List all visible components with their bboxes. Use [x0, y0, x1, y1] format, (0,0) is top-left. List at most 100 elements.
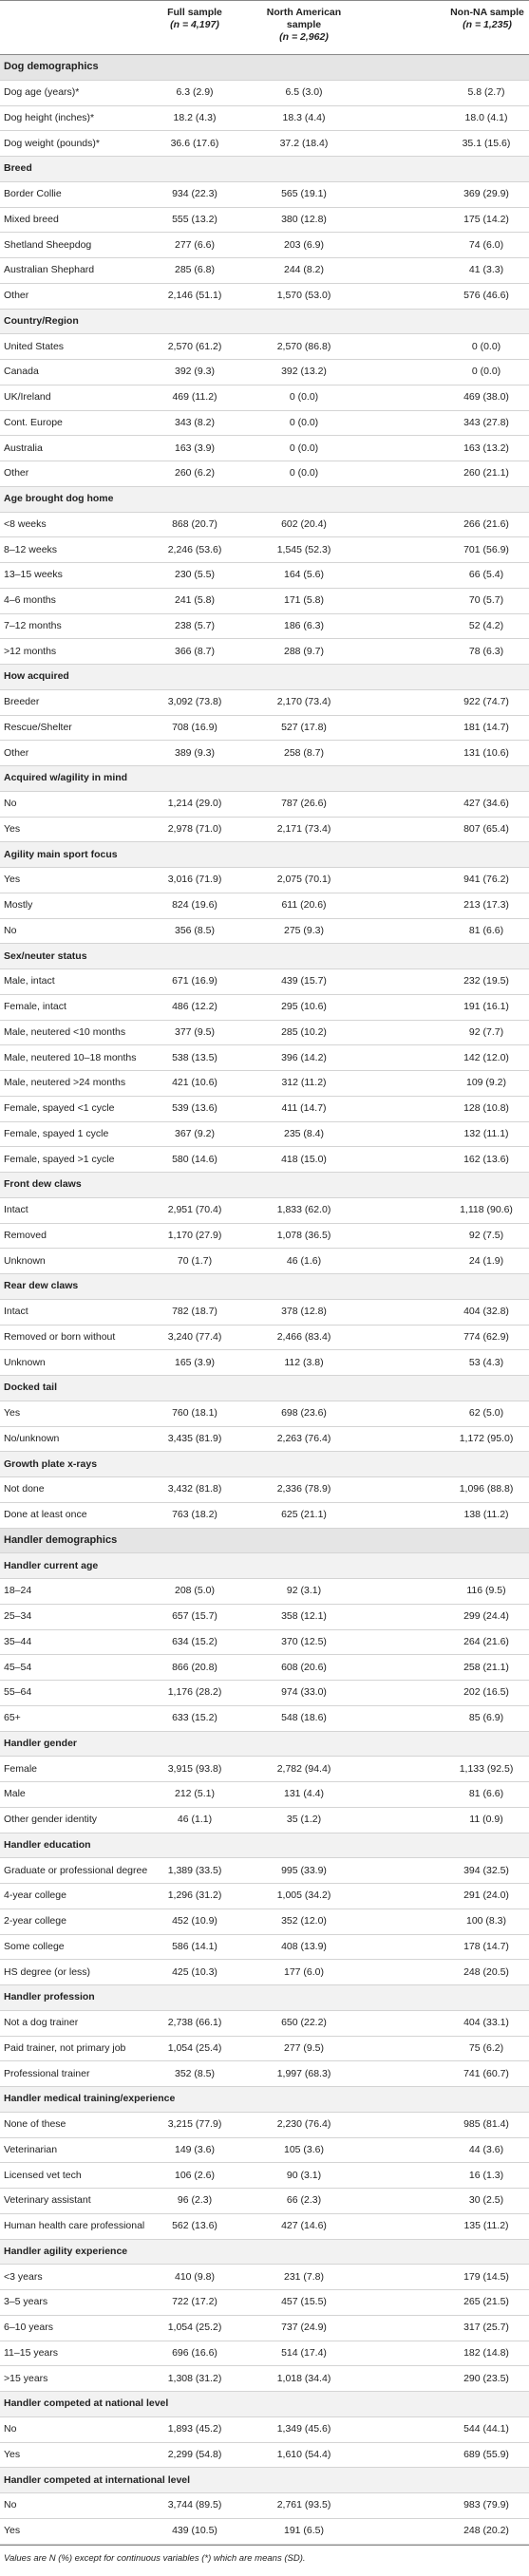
cell-value: 722 (17.2): [141, 2289, 249, 2316]
cell-value: 46 (1.1): [141, 1807, 249, 1833]
cell-value: 106 (2.6): [141, 2162, 249, 2189]
cell-value: 377 (9.5): [141, 1020, 249, 1046]
cell-value: 312 (11.2): [249, 1070, 359, 1097]
column-header: Full sample (n = 4,197): [141, 0, 249, 55]
cell-value: 469 (11.2): [141, 385, 249, 411]
data-row: Human health care professional 562 (13.6)…: [0, 2213, 529, 2240]
cell-value: 352 (8.5): [141, 2060, 249, 2087]
cell-value: 131 (4.4): [249, 1781, 359, 1808]
cell-value: 212 (5.1): [141, 1781, 249, 1808]
cell-value: 235 (8.4): [249, 1121, 359, 1148]
table-body: Dog demographics Dog age (years)* 6.3 (2.9…: [0, 54, 529, 2545]
cell-value: 807 (65.4): [359, 817, 529, 843]
cell-value: 317 (25.7): [359, 2315, 529, 2341]
cell-value: 0 (0.0): [359, 333, 529, 360]
data-row: Other gender identity 46 (1.1) 35 (1.2) 11 …: [0, 1807, 529, 1833]
cell-value: 238 (5.7): [141, 613, 249, 640]
data-row: Other 389 (9.3) 258 (8.7) 131 (10.6): [0, 740, 529, 766]
cell-value: 2,761 (93.5): [249, 2492, 359, 2519]
data-row: Not a dog trainer 2,738 (66.1) 650 (22.2) 4…: [0, 2010, 529, 2037]
column-name: Non-NA sample: [450, 7, 524, 18]
cell-value: 66 (5.4): [359, 562, 529, 589]
data-row: Female 3,915 (93.8) 2,782 (94.4) 1,133 (92.…: [0, 1756, 529, 1782]
group-row: Handler medical training/experience: [0, 2086, 529, 2113]
cell-value: 179 (14.5): [359, 2264, 529, 2290]
cell-value: 698 (23.6): [249, 1401, 359, 1427]
cell-value: 78 (6.3): [359, 638, 529, 665]
cell-value: 611 (20.6): [249, 893, 359, 919]
cell-value: 562 (13.6): [141, 2213, 249, 2240]
group-title: Handler competed at international level: [0, 2467, 529, 2493]
cell-value: 75 (6.2): [359, 2036, 529, 2062]
row-label: 2-year college: [0, 1908, 141, 1935]
cell-value: 1,893 (45.2): [141, 2416, 249, 2443]
data-row: 11–15 years 696 (16.6) 514 (17.4) 182 (14.8…: [0, 2341, 529, 2367]
data-row: >12 months 366 (8.7) 288 (9.7) 78 (6.3): [0, 638, 529, 665]
cell-value: 2,570 (61.2): [141, 333, 249, 360]
cell-value: 1,296 (31.2): [141, 1883, 249, 1909]
cell-value: 291 (24.0): [359, 1883, 529, 1909]
data-row: No 356 (8.5) 275 (9.3) 81 (6.6): [0, 918, 529, 945]
data-row: Yes 439 (10.5) 191 (6.5) 248 (20.2): [0, 2518, 529, 2545]
cell-value: 41 (3.3): [359, 257, 529, 284]
cell-value: 3,240 (77.4): [141, 1325, 249, 1351]
cell-value: 650 (22.2): [249, 2010, 359, 2037]
cell-value: 277 (6.6): [141, 232, 249, 258]
data-row: Female, intact 486 (12.2) 295 (10.6) 191 (1…: [0, 994, 529, 1021]
cell-value: 85 (6.9): [359, 1705, 529, 1732]
cell-value: 163 (13.2): [359, 435, 529, 461]
data-row: 65+ 633 (15.2) 548 (18.6) 85 (6.9): [0, 1705, 529, 1732]
footnote: Values are N (%) except for continuous v…: [0, 2544, 529, 2571]
data-row: Male, intact 671 (16.9) 439 (15.7) 232 (19.…: [0, 968, 529, 995]
cell-value: 92 (7.7): [359, 1020, 529, 1046]
cell-value: 24 (1.9): [359, 1248, 529, 1274]
group-title: Front dew claws: [0, 1172, 529, 1198]
cell-value: 427 (14.6): [249, 2213, 359, 2240]
cell-value: 544 (44.1): [359, 2416, 529, 2443]
cell-value: 1,118 (90.6): [359, 1197, 529, 1224]
group-row: Age brought dog home: [0, 486, 529, 513]
row-label: <3 years: [0, 2264, 141, 2290]
cell-value: 701 (56.9): [359, 536, 529, 563]
cell-value: 295 (10.6): [249, 994, 359, 1021]
data-row: 4-year college 1,296 (31.2) 1,005 (34.2) 29…: [0, 1883, 529, 1909]
data-row: 8–12 weeks 2,246 (53.6) 1,545 (52.3) 701 (5…: [0, 536, 529, 563]
cell-value: 248 (20.5): [359, 1959, 529, 1985]
cell-value: 356 (8.5): [141, 918, 249, 945]
cell-value: 352 (12.0): [249, 1908, 359, 1935]
cell-value: 580 (14.6): [141, 1146, 249, 1173]
column-n: (n = 1,235): [463, 19, 512, 30]
cell-value: 741 (60.7): [359, 2060, 529, 2087]
group-title: Handler profession: [0, 1984, 529, 2011]
cell-value: 265 (21.5): [359, 2289, 529, 2316]
data-row: Licensed vet tech 106 (2.6) 90 (3.1) 16 (1.…: [0, 2162, 529, 2189]
row-label: 18–24: [0, 1578, 141, 1605]
data-row: Breeder 3,092 (73.8) 2,170 (73.4) 922 (74.7…: [0, 689, 529, 716]
cell-value: 132 (11.1): [359, 1121, 529, 1148]
group-row: Handler education: [0, 1833, 529, 1859]
data-row: Done at least once 763 (18.2) 625 (21.1) 13…: [0, 1502, 529, 1529]
cell-value: 602 (20.4): [249, 512, 359, 538]
row-label: Yes: [0, 2518, 141, 2545]
row-label: Yes: [0, 2442, 141, 2469]
row-label: Shetland Sheepdog: [0, 232, 141, 258]
cell-value: 213 (17.3): [359, 893, 529, 919]
cell-value: 983 (79.9): [359, 2492, 529, 2519]
cell-value: 62 (5.0): [359, 1401, 529, 1427]
cell-value: 203 (6.9): [249, 232, 359, 258]
cell-value: 90 (3.1): [249, 2162, 359, 2189]
cell-value: 425 (10.3): [141, 1959, 249, 1985]
cell-value: 0 (0.0): [249, 385, 359, 411]
row-label: Intact: [0, 1197, 141, 1224]
cell-value: 92 (3.1): [249, 1578, 359, 1605]
cell-value: 418 (15.0): [249, 1146, 359, 1173]
cell-value: 1,545 (52.3): [249, 536, 359, 563]
row-label: Dog age (years)*: [0, 80, 141, 106]
row-label: Graduate or professional degree: [0, 1857, 147, 1884]
data-row: Dog age (years)* 6.3 (2.9) 6.5 (3.0) 5.8 (2…: [0, 80, 529, 106]
row-label: Yes: [0, 1401, 141, 1427]
row-label: Male, neutered >24 months: [0, 1070, 141, 1097]
row-label: Not a dog trainer: [0, 2010, 141, 2037]
cell-value: 6.3 (2.9): [141, 80, 249, 106]
